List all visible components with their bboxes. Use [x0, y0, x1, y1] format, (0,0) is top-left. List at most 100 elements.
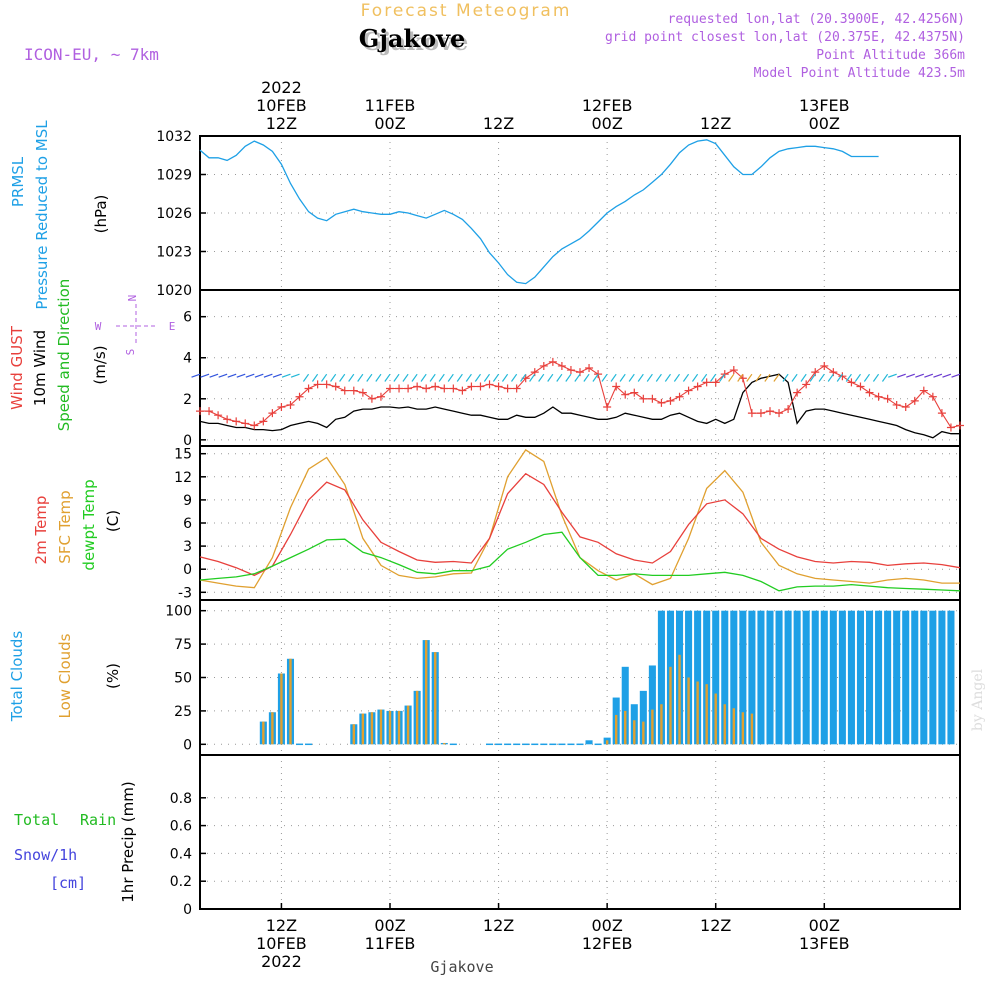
- gust-marker: [431, 382, 440, 391]
- gust-marker: [449, 384, 458, 393]
- wind-arrow: [348, 373, 355, 382]
- wind-arrow: [227, 373, 237, 378]
- wind-arrow: [492, 373, 500, 382]
- low-cloud-bar: [352, 724, 356, 745]
- pressure-panel: 1020 1023 1026 1029 1032: [156, 129, 961, 299]
- total-cloud-bar: [694, 610, 702, 745]
- pressure-ytick-label-0: 1020: [156, 283, 192, 299]
- total-cloud-bar: [585, 740, 593, 745]
- wind-arrow: [619, 373, 626, 382]
- wind-arrow: [438, 373, 445, 382]
- clouds-ytick-label-4: 100: [165, 604, 192, 620]
- low-cloud-bar: [642, 721, 645, 745]
- gust-marker: [241, 419, 250, 428]
- location-title: Gjakove: [359, 24, 466, 53]
- pressure-ytick-label-2: 1026: [156, 206, 192, 222]
- wind-compass: N S W E: [95, 295, 176, 356]
- wind-arrow: [827, 373, 834, 382]
- wind-arrow: [646, 373, 653, 382]
- temp-ytick-label-1: 0: [183, 562, 192, 578]
- compass-west: W: [95, 320, 102, 333]
- gust-marker: [648, 394, 657, 403]
- gust-marker: [557, 361, 566, 370]
- location-shadow: Gjakove: [362, 27, 469, 56]
- total-cloud-bar: [648, 665, 656, 745]
- top-time-label-0-2: 12Z: [266, 114, 297, 133]
- wind-arrow: [511, 373, 518, 382]
- gust-marker: [476, 382, 485, 391]
- gust-marker: [358, 388, 367, 397]
- total-cloud-bar: [884, 610, 892, 745]
- wind-arrow: [501, 373, 509, 382]
- wind-arrow: [574, 373, 581, 382]
- compass-south: S: [124, 349, 137, 356]
- gust-marker: [946, 423, 955, 432]
- clouds-ytick-label-1: 25: [174, 704, 192, 720]
- wind-arrow: [321, 373, 328, 382]
- gust-marker: [766, 407, 774, 416]
- gust-marker: [512, 384, 521, 393]
- bottom-time-label-4-0: 12Z: [700, 916, 731, 935]
- wind-arrow: [375, 373, 382, 382]
- bottom-time-label-5-1: 13FEB: [799, 934, 850, 953]
- wind-arrow: [411, 373, 418, 382]
- temp-ytick-label-4: 9: [183, 493, 192, 509]
- wind-arrow: [691, 373, 699, 382]
- clouds-label-total: Total Clouds: [8, 631, 26, 723]
- total-cloud-bar: [893, 610, 901, 745]
- gust-marker: [747, 409, 756, 418]
- wind-arrow: [655, 373, 662, 382]
- low-cloud-bar: [705, 684, 708, 745]
- wind-ytick-label-3: 6: [183, 310, 192, 326]
- bottom-time-label-1-1: 11FEB: [365, 934, 416, 953]
- wind-ytick-label-2: 4: [183, 351, 192, 367]
- total-cloud-bar: [875, 610, 883, 745]
- gust-marker: [666, 396, 675, 405]
- wind-arrow: [755, 373, 762, 382]
- wind-arrow: [236, 373, 246, 378]
- gust-marker: [630, 388, 639, 397]
- total-cloud-bar: [811, 610, 819, 745]
- wind-arrow: [924, 373, 934, 378]
- gust-marker: [196, 407, 204, 416]
- wind-arrow: [601, 373, 608, 382]
- total-cloud-bar: [938, 610, 946, 745]
- low-cloud-bar: [714, 693, 717, 745]
- temp-ytick-label-5: 12: [174, 470, 192, 486]
- watermark: by Angel: [970, 668, 986, 731]
- gust-marker: [223, 415, 232, 424]
- gust-marker: [566, 366, 575, 375]
- wind-arrow: [384, 373, 391, 382]
- pressure-ytick-label-3: 1029: [156, 168, 192, 184]
- wind-arrow: [610, 373, 617, 382]
- total-cloud-bar: [829, 610, 837, 745]
- gust-marker: [711, 378, 720, 387]
- wind-arrow: [529, 373, 536, 382]
- total-cloud-bar: [947, 610, 955, 745]
- low-cloud-bar: [750, 713, 754, 745]
- total-cloud-bar: [621, 666, 629, 745]
- footer-location: Gjakove: [430, 958, 493, 976]
- gust-marker: [395, 384, 404, 393]
- clouds-panel: 0 25 50 75 100: [165, 599, 961, 756]
- wind-arrow: [664, 373, 671, 382]
- precip-panel: 0 0.2 0.4 0.6 0.8: [170, 754, 961, 918]
- low-cloud-bar: [406, 705, 410, 745]
- gust-marker: [286, 400, 295, 409]
- gust-marker: [603, 403, 612, 411]
- wind-arrow: [719, 373, 726, 382]
- gust-marker: [784, 405, 793, 414]
- wind-arrow: [330, 373, 337, 382]
- total-cloud-bar: [865, 610, 874, 745]
- top-time-label-4-0: 12Z: [700, 114, 731, 133]
- wind-arrow: [456, 373, 463, 382]
- wind-arrow: [538, 373, 545, 382]
- sfc-temp-line: [199, 449, 960, 589]
- temp-frame: [199, 445, 961, 601]
- precip-ytick-label-2: 0.4: [170, 846, 192, 862]
- bottom-time-label-3-1: 12FEB: [582, 934, 633, 953]
- gust-marker: [585, 364, 594, 372]
- low-cloud-bar: [723, 704, 726, 745]
- gust-marker: [304, 384, 313, 393]
